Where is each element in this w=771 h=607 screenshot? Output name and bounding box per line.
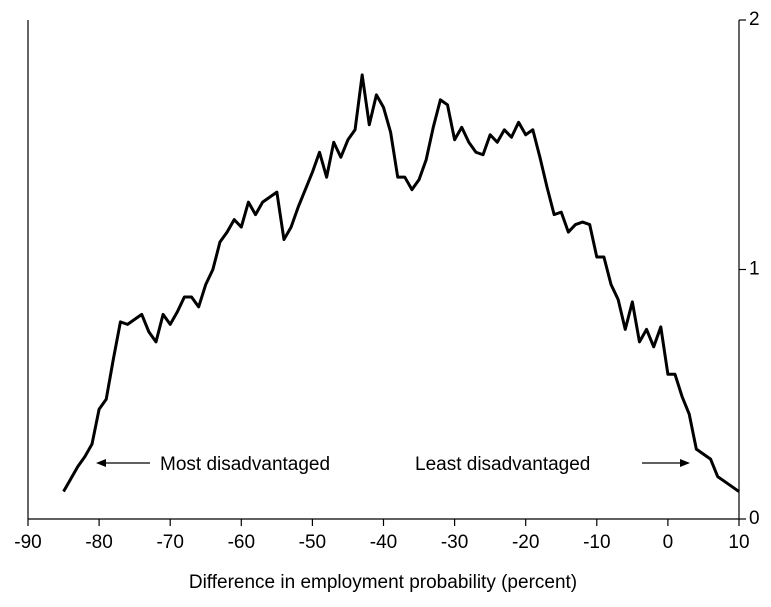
x-tick-label: -30 — [441, 532, 468, 553]
y-tick-label: 2 — [749, 9, 760, 30]
arrow — [96, 459, 150, 467]
y-tick-label: 1 — [749, 259, 760, 280]
x-tick-label: -10 — [583, 532, 610, 553]
x-tick-label: -40 — [370, 532, 397, 553]
x-tick-label: -80 — [85, 532, 112, 553]
x-tick-label: 10 — [728, 532, 749, 553]
x-tick-label: -70 — [156, 532, 183, 553]
x-tick-label: -60 — [228, 532, 255, 553]
x-tick-label: 0 — [663, 532, 674, 553]
arrow — [642, 459, 690, 467]
y-tick-label: 0 — [749, 508, 760, 529]
x-tick-label: -50 — [299, 532, 326, 553]
x-axis-label: Difference in employment probability (pe… — [189, 572, 577, 593]
x-tick-label: -20 — [512, 532, 539, 553]
x-tick-label: -90 — [14, 532, 41, 553]
data-line — [62, 73, 740, 493]
annotation: Least disadvantaged — [415, 454, 590, 475]
annotation: Most disadvantaged — [160, 454, 330, 475]
